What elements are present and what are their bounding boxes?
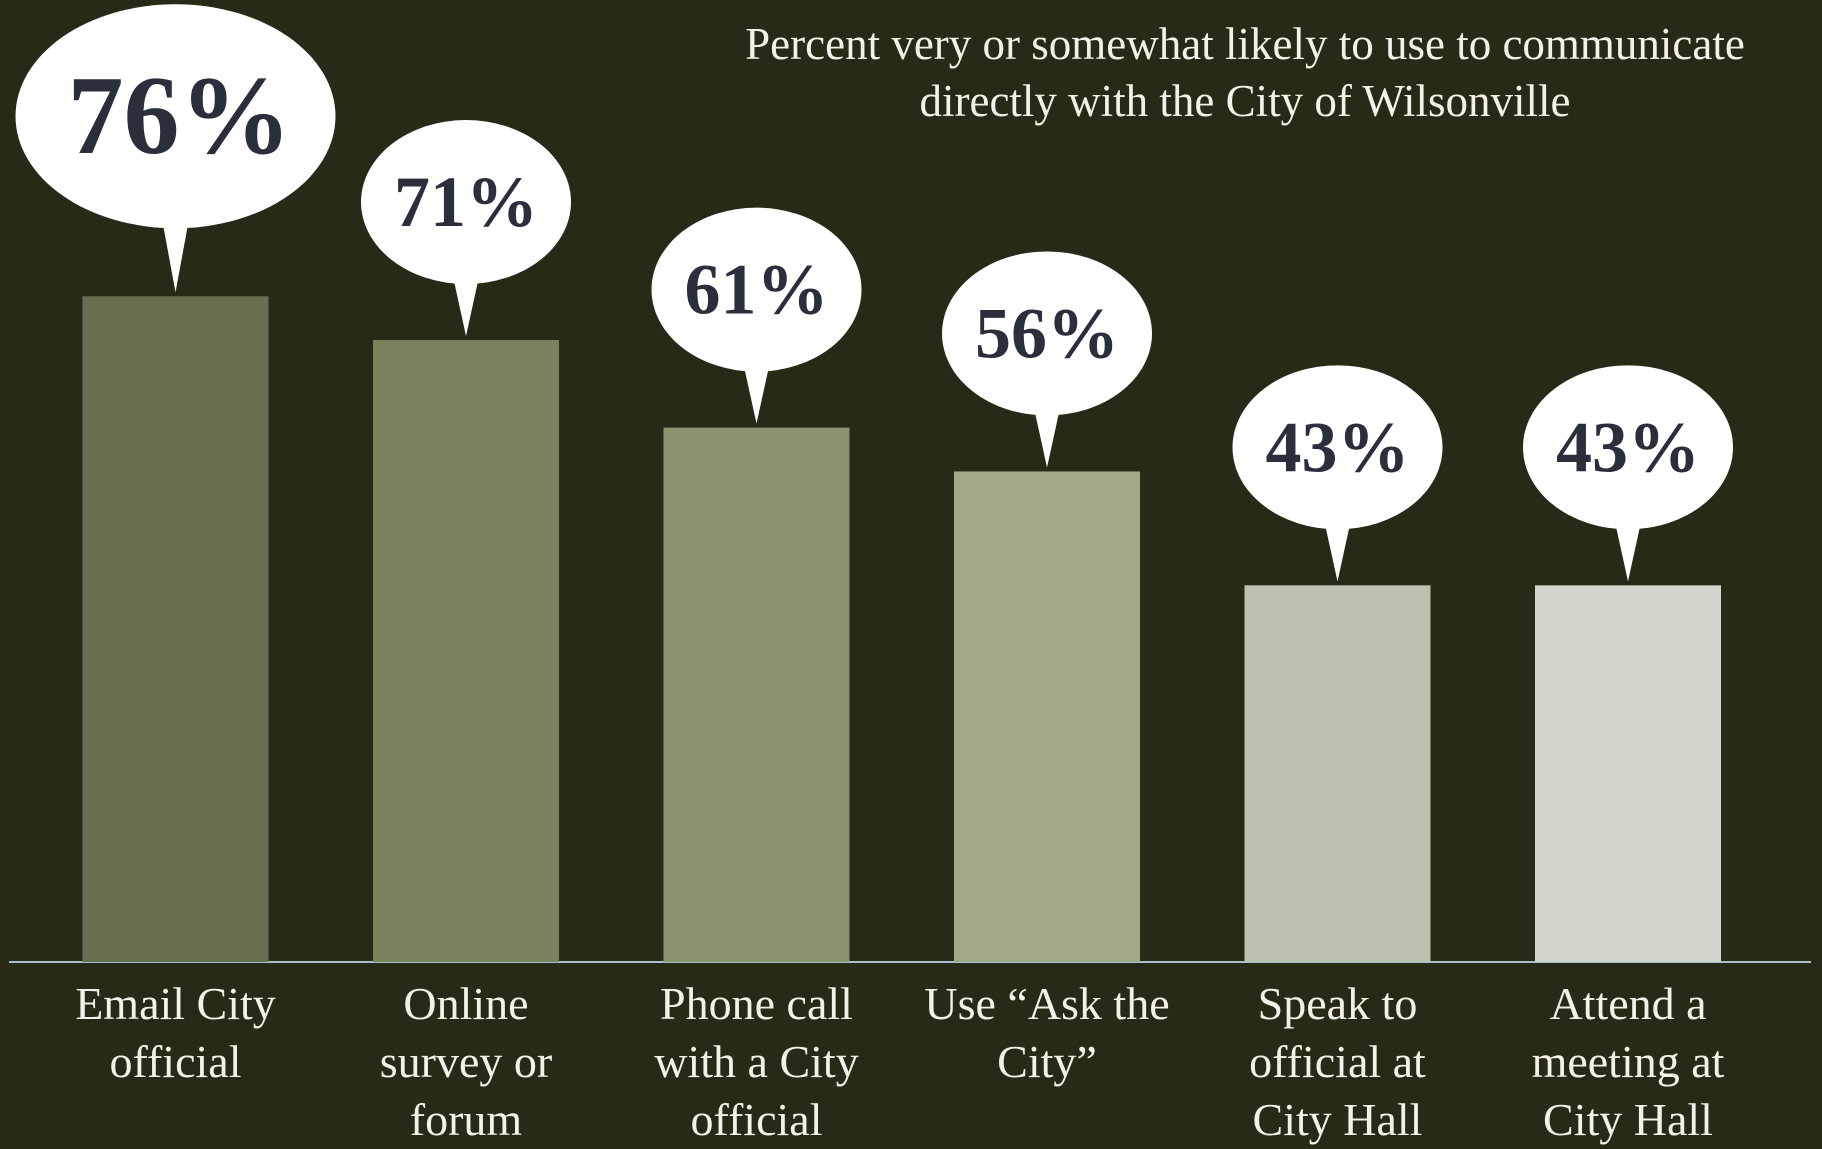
- callout-bubble: [1523, 365, 1733, 530]
- category-label: Speak to official at City Hall: [1249, 978, 1426, 1145]
- bar: [82, 296, 269, 962]
- value-label: 43%: [1266, 407, 1410, 487]
- bar: [1244, 585, 1431, 962]
- callout-bubble: [361, 120, 571, 285]
- callout-bubble: [15, 4, 336, 229]
- value-label: 56%: [975, 293, 1119, 373]
- category-label: Phone call with a City official: [654, 978, 859, 1145]
- callout-pointer: [742, 359, 771, 424]
- callout-pointer: [1323, 517, 1352, 582]
- callout-bubble: [942, 251, 1152, 416]
- value-label: 71%: [394, 162, 538, 242]
- chart-title: Percent very or somewhat likely to use t…: [745, 19, 1745, 126]
- value-label: 61%: [685, 250, 829, 330]
- callout-pointer: [452, 272, 480, 337]
- bar: [663, 427, 850, 962]
- callout-pointer: [161, 216, 190, 293]
- callout-pointer: [1033, 403, 1061, 468]
- bar: [954, 471, 1140, 962]
- value-label: 43%: [1556, 407, 1700, 487]
- bar: [373, 340, 559, 962]
- category-label: Use “Ask the City”: [924, 978, 1170, 1087]
- category-label: Online survey or forum: [379, 978, 553, 1145]
- callout-pointer: [1614, 517, 1642, 582]
- value-label: 76%: [68, 54, 292, 178]
- callout-bubble: [1232, 365, 1443, 530]
- category-label: Email City official: [75, 978, 276, 1087]
- callout-bubble: [651, 207, 862, 372]
- category-label: Attend a meeting at City Hall: [1531, 978, 1725, 1145]
- bar: [1535, 585, 1721, 962]
